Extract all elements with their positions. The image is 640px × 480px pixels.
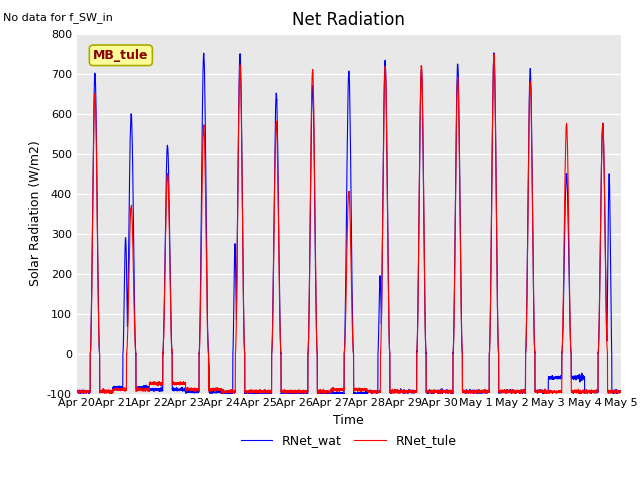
Text: MB_tule: MB_tule: [93, 49, 148, 62]
RNet_tule: [106, 391, 114, 397]
RNet_tule: [171, 381, 179, 387]
RNet_wat: [441, 388, 449, 394]
RNet_tule: [471, 388, 479, 394]
Legend: RNet_wat, RNet_tule: RNet_wat, RNet_tule: [236, 429, 461, 452]
Line: RNet_wat: RNet_wat: [77, 53, 621, 396]
Line: RNet_tule: RNet_tule: [77, 54, 621, 394]
RNet_tule: [73, 388, 81, 394]
RNet_wat: [171, 386, 179, 392]
RNet_wat: [502, 390, 509, 396]
Text: No data for f_SW_in: No data for f_SW_in: [3, 12, 113, 23]
RNet_tule: [616, 388, 624, 394]
RNet_wat: [350, 393, 358, 399]
RNet_tule: [490, 51, 498, 57]
X-axis label: Time: Time: [333, 414, 364, 427]
RNet_wat: [490, 50, 498, 56]
RNet_wat: [73, 389, 81, 395]
Title: Net Radiation: Net Radiation: [292, 11, 405, 29]
RNet_wat: [328, 391, 336, 397]
RNet_wat: [616, 390, 624, 396]
RNet_wat: [617, 389, 625, 395]
RNet_tule: [329, 386, 337, 392]
RNet_tule: [441, 389, 449, 395]
RNet_tule: [502, 391, 509, 396]
RNet_wat: [471, 389, 479, 395]
Y-axis label: Solar Radiation (W/m2): Solar Radiation (W/m2): [28, 141, 42, 287]
RNet_tule: [617, 389, 625, 395]
